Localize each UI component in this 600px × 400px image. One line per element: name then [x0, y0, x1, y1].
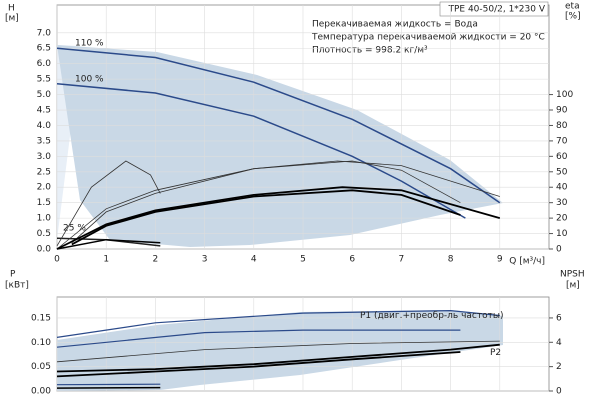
- y2-tick-label: 50: [556, 167, 568, 177]
- curve: [56, 340, 500, 363]
- y2-tick-label: 40: [556, 183, 568, 193]
- y-tick-label: 2.0: [37, 183, 52, 193]
- y-tick-label: 0.05: [31, 362, 51, 372]
- y-label: [м]: [5, 14, 19, 24]
- y2-tick-label: 70: [556, 136, 568, 146]
- y-tick-label: 5.5: [37, 75, 51, 85]
- x-tick-label: 7: [399, 255, 405, 265]
- y-tick-label: 1.5: [37, 198, 51, 208]
- curve-label: P2: [490, 348, 501, 358]
- y2-label: eta: [565, 2, 580, 12]
- y-tick-label: 4.0: [37, 121, 52, 131]
- y-tick-label: 0.5: [37, 229, 51, 239]
- curve-label: 25 %: [63, 224, 86, 234]
- y-tick-label: 0.0: [37, 245, 52, 255]
- curve: [56, 309, 500, 338]
- y2-tick-label: 80: [556, 121, 568, 131]
- y-tick-label: 2.5: [37, 167, 51, 177]
- x-tick-label: 4: [251, 255, 257, 265]
- curve: [71, 160, 461, 244]
- y-tick-label: 1.0: [37, 214, 52, 224]
- y2-tick-label: 4: [556, 338, 562, 348]
- y-tick-label: 0.00: [31, 387, 51, 397]
- curve: [71, 189, 461, 246]
- curve: [56, 83, 466, 219]
- y2-tick-label: 2: [556, 362, 562, 372]
- y-label: H: [8, 4, 15, 14]
- y-tick-label: 6.5: [37, 44, 51, 54]
- chart-title: TPE 40-50/2, 1*230 V: [447, 5, 545, 15]
- y-tick-label: 0.15: [31, 313, 51, 323]
- x-label: Q [м³/ч]: [509, 257, 545, 267]
- x-tick-label: 2: [153, 255, 159, 265]
- x-tick-label: 3: [202, 255, 208, 265]
- y2-tick-label: 10: [556, 229, 568, 239]
- y2-label: [%]: [565, 12, 581, 22]
- curve-label: 100 %: [75, 74, 104, 84]
- x-tick-label: 0: [54, 255, 60, 265]
- y2-tick-label: 100: [556, 90, 573, 100]
- y-label: P: [10, 270, 16, 280]
- curve: [56, 383, 161, 386]
- y-tick-label: 6.0: [37, 59, 52, 69]
- x-tick-label: 8: [448, 255, 454, 265]
- curve: [56, 160, 161, 247]
- x-tick-label: 9: [497, 255, 503, 265]
- curve-label: P1 (двиг.+преобр-ль частоты): [360, 311, 504, 321]
- y2-tick-label: 60: [556, 152, 568, 162]
- y2-tick-label: 0: [556, 245, 562, 255]
- x-tick-label: 1: [103, 255, 109, 265]
- curve: [56, 386, 161, 389]
- y2-label: [м]: [566, 281, 580, 291]
- y-label: [кВт]: [5, 281, 29, 291]
- y2-tick-label: 90: [556, 106, 568, 116]
- y2-tick-label: 0: [556, 387, 562, 397]
- y-tick-label: 3.5: [37, 136, 51, 146]
- x-tick-label: 6: [349, 255, 355, 265]
- y-tick-label: 3.0: [37, 152, 52, 162]
- y2-label: NPSH: [560, 270, 585, 280]
- y-tick-label: 0.10: [31, 338, 51, 348]
- curve-label: 110 %: [75, 39, 104, 49]
- y-tick-label: 5.0: [37, 90, 52, 100]
- title-box: [439, 1, 549, 17]
- curve: [56, 343, 500, 373]
- curve: [56, 238, 161, 250]
- y2-tick-label: 6: [556, 313, 562, 323]
- y2-tick-label: 30: [556, 198, 568, 208]
- x-tick-label: 5: [300, 255, 306, 265]
- y-tick-label: 7.0: [37, 28, 52, 38]
- note: Температура перекачиваемой жидкости = 20…: [311, 33, 545, 43]
- curve: [56, 47, 501, 204]
- note: Плотность = 998.2 кг/м³: [312, 46, 428, 56]
- y-tick-label: 4.5: [37, 106, 51, 116]
- curve: [56, 329, 461, 348]
- curve: [56, 351, 461, 378]
- note: Перекачиваемая жидкость = Вода: [312, 20, 478, 30]
- curve: [56, 186, 501, 250]
- y2-tick-label: 20: [556, 214, 568, 224]
